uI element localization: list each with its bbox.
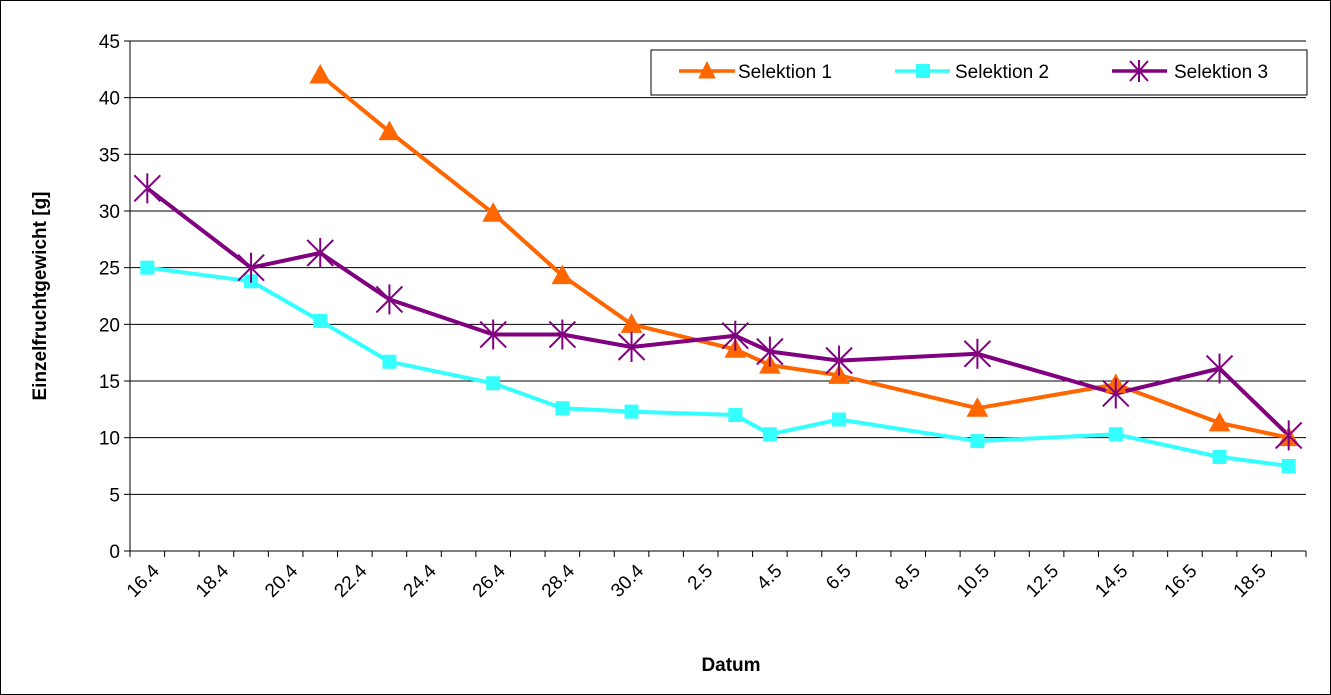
x-tick-label: 4.5 [753,561,787,595]
data-point-selektion-2 [1212,449,1227,464]
x-tick-label: 14.5 [1091,561,1132,602]
legend-item-selektion-2: Selektion 2 [895,62,1049,83]
data-point-selektion-2 [728,408,743,422]
x-tick-labels: 16.4 18.4 20.4 22.4 24.4 26.4 28.4 30.4 2.5 4.5 6.… [123,560,1271,601]
data-point-selektion-2 [1108,427,1123,442]
y-tick-label: 10 [99,429,120,450]
data-point-selektion-3 [963,338,992,369]
y-tick-label: 20 [99,315,120,336]
data-point-selektion-2 [832,412,847,427]
legend-marker-selektion-1 [698,60,716,79]
axes [129,41,1307,557]
data-point-selektion-3 [479,319,507,350]
data-point-selektion-1 [551,264,574,285]
series-line-selektion-1 [318,73,1290,440]
data-point-selektion-3 [756,336,784,367]
marker-layer [133,63,1303,473]
data-point-selektion-1 [309,63,332,84]
data-point-selektion-1 [378,120,401,141]
data-point-selektion-3 [548,319,577,350]
y-tick-labels: 0 5 10 15 20 25 30 35 40 45 [99,32,120,563]
data-point-selektion-3 [721,320,750,351]
data-point-selektion-3 [133,173,162,204]
data-point-selektion-2 [624,404,639,419]
data-point-selektion-2 [313,313,328,328]
y-tick-label: 5 [109,485,120,506]
legend-box [650,49,1308,96]
series-line-selektion-2 [147,265,1289,468]
data-point-selektion-2 [140,260,155,275]
x-tick-label: 16.5 [1161,561,1202,602]
x-tick-label: 12.5 [1022,561,1063,602]
legend-label-selektion-1: Selektion 1 [738,62,832,83]
data-point-selektion-3 [375,284,404,315]
data-point-selektion-1 [1208,411,1231,432]
y-tick-label: 30 [99,202,120,223]
x-tick-label: 22.4 [330,560,371,601]
x-tick-label: 8.5 [891,561,925,595]
y-tick-label: 35 [99,145,120,166]
legend-marker-selektion-3 [1129,60,1149,82]
x-tick-label: 26.4 [469,560,510,601]
x-tick-label: 18.5 [1230,561,1271,602]
x-tick-label: 18.4 [192,560,233,601]
data-point-selektion-3 [825,345,853,376]
legend-label-selektion-3: Selektion 3 [1174,62,1268,83]
legend-label-selektion-2: Selektion 2 [955,62,1049,83]
data-point-selektion-2 [1281,459,1296,473]
y-tick-label: 40 [99,89,120,110]
data-point-selektion-2 [382,354,397,369]
x-tick-label: 24.4 [400,560,441,601]
data-point-selektion-3 [306,237,334,268]
y-axis-title: Einzelfruchtgewicht [g] [30,192,51,401]
x-tick-label: 2.5 [684,561,718,595]
legend: Selektion 1 Selektion 2 Selektion 3 [650,49,1308,96]
data-point-selektion-2 [486,376,501,391]
data-point-selektion-3 [617,332,646,362]
x-axis-title: Datum [701,655,760,676]
data-point-selektion-3 [1205,353,1234,384]
data-point-selektion-2 [555,401,570,416]
data-point-selektion-2 [762,427,777,442]
x-tick-label: 20.4 [261,560,302,601]
x-tick-label: 28.4 [538,560,579,601]
data-point-selektion-2 [970,434,985,449]
data-point-selektion-1 [966,397,989,417]
series-line-selektion-3 [146,186,1291,437]
legend-item-selektion-1: Selektion 1 [679,60,832,83]
y-tick-label: 15 [99,372,120,393]
x-tick-label: 6.5 [822,561,856,595]
x-tick-label: 10.5 [953,561,994,602]
gridlines [124,40,1306,552]
data-point-selektion-3 [237,252,265,283]
x-tick-label: 16.4 [123,560,164,601]
legend-item-selektion-3: Selektion 3 [1112,60,1268,83]
y-tick-label: 0 [109,542,120,563]
y-tick-label: 25 [99,259,120,280]
data-point-selektion-1 [482,202,505,222]
series-layer [146,73,1291,468]
legend-marker-selektion-2 [916,64,930,78]
x-tick-label: 30.4 [607,560,648,601]
y-tick-label: 45 [99,32,120,53]
data-point-selektion-3 [1274,420,1303,451]
data-point-selektion-3 [1102,378,1130,409]
